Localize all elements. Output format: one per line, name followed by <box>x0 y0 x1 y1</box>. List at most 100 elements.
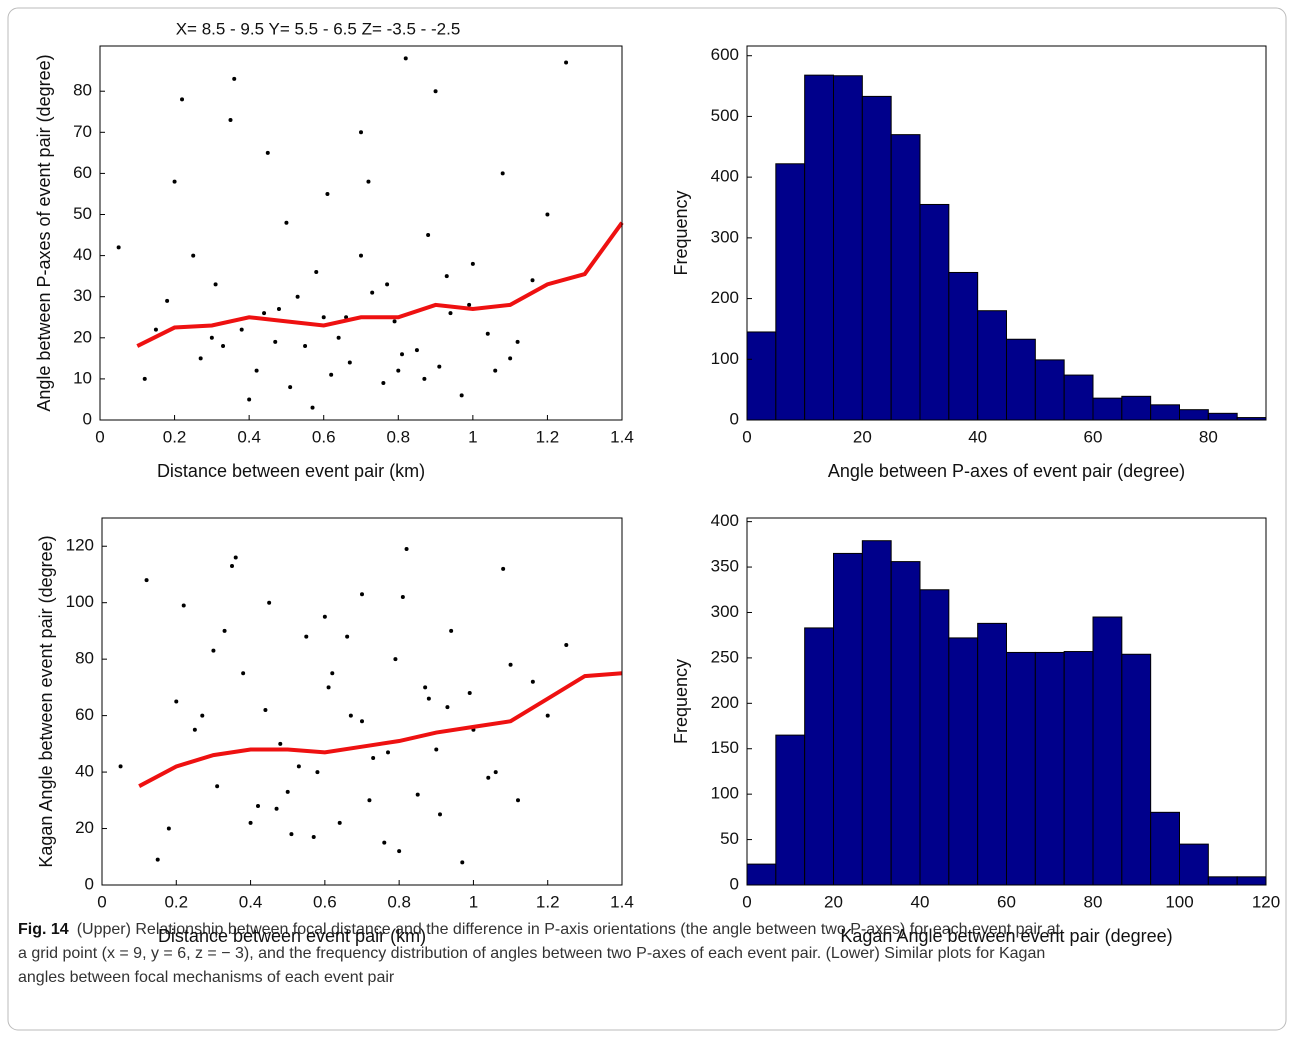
scatter-point <box>274 806 279 811</box>
scatter-point <box>289 832 294 837</box>
scatter-point <box>228 117 233 122</box>
scatter-point <box>460 860 465 865</box>
x-tick-label: 1.4 <box>610 427 634 446</box>
scatter-point <box>314 270 319 275</box>
scatter-point <box>247 397 252 402</box>
y-tick-label: 60 <box>73 163 92 182</box>
x-axis-label: Angle between P-axes of event pair (degr… <box>828 461 1185 481</box>
scatter-point <box>400 595 405 600</box>
x-tick-label: 120 <box>1252 892 1280 911</box>
y-tick-label: 40 <box>73 245 92 264</box>
histogram-bar <box>890 134 921 421</box>
caption-line: Fig. 14 (Upper) Relationship between foca… <box>18 921 1061 938</box>
scatter-point <box>448 311 453 316</box>
scatter-point <box>530 679 535 684</box>
x-axis-label: Distance between event pair (km) <box>157 461 425 481</box>
scatter-point <box>230 563 234 568</box>
histogram-bar <box>1006 651 1036 886</box>
scatter-point <box>382 840 387 845</box>
histogram-bar <box>977 310 1008 421</box>
scatter-point <box>359 130 363 135</box>
histogram-bar <box>1150 811 1181 886</box>
y-tick-label: 100 <box>711 349 739 368</box>
scatter-point <box>530 278 535 283</box>
x-tick-label: 80 <box>1084 892 1103 911</box>
histogram-bar <box>1179 409 1209 421</box>
histogram-bar <box>1121 653 1152 886</box>
scatter-point <box>386 750 390 755</box>
scatter-point <box>437 364 442 369</box>
scatter-point <box>166 826 171 831</box>
y-tick-label: 250 <box>711 647 739 666</box>
y-tick-label: 80 <box>73 81 92 100</box>
y-tick-label: 400 <box>711 511 739 530</box>
histogram-bar <box>977 622 1007 886</box>
scatter-point <box>360 592 364 597</box>
scatter-point <box>325 191 330 196</box>
y-tick-label: 600 <box>711 45 739 64</box>
y-tick-label: 300 <box>711 602 739 621</box>
x-tick-label: 1 <box>468 427 477 446</box>
scatter-point <box>449 628 454 633</box>
histogram-bar <box>948 271 979 421</box>
scatter-point <box>181 603 186 608</box>
scatter-point <box>265 150 270 155</box>
axes-frame <box>101 517 623 886</box>
scatter-point <box>315 770 320 775</box>
scatter-point <box>400 352 405 357</box>
caption-text: (Upper) Relationship between focal dista… <box>77 921 1061 938</box>
histogram-bar <box>746 863 777 886</box>
y-tick-label: 400 <box>711 167 739 186</box>
scatter-point <box>285 789 290 794</box>
x-tick-label: 0 <box>742 427 751 446</box>
histogram-bar <box>1006 338 1036 421</box>
scatter-point <box>322 614 327 619</box>
histogram-bar <box>919 203 950 421</box>
scatter-point <box>434 747 439 752</box>
y-tick-label: 20 <box>73 327 92 346</box>
histogram-bar <box>1207 876 1238 886</box>
scatter-point <box>508 356 513 361</box>
scatter-point <box>344 315 349 320</box>
scatter-point <box>397 849 402 854</box>
scatter-point <box>438 812 442 817</box>
scatter-point <box>211 648 216 653</box>
scatter-point <box>200 713 205 718</box>
scatter-point <box>278 741 283 746</box>
y-tick-label: 0 <box>730 874 739 893</box>
y-tick-label: 10 <box>73 368 92 387</box>
scatter-point <box>337 820 342 825</box>
y-tick-label: 120 <box>66 536 94 555</box>
scatter-point <box>545 212 550 217</box>
scatter-point <box>493 770 498 775</box>
scatter-point <box>295 294 300 299</box>
scatter-point <box>276 307 281 312</box>
scatter-point <box>288 385 293 390</box>
caption-label: Fig. 14 <box>18 921 69 938</box>
scatter-point <box>296 764 301 769</box>
scatter-point <box>222 628 227 633</box>
scatter-point <box>385 282 390 287</box>
histogram-bar <box>1092 397 1123 421</box>
scatter-point <box>256 803 260 808</box>
y-tick-label: 0 <box>730 409 739 428</box>
scatter-point <box>414 348 419 353</box>
histogram-bar <box>1092 616 1123 886</box>
histogram-bar <box>1063 651 1094 886</box>
scatter-point <box>348 713 353 718</box>
scatter-point <box>423 685 428 690</box>
histogram-bar <box>1150 404 1180 421</box>
x-tick-label: 0.6 <box>313 892 337 911</box>
x-axis-label: Distance between event pair (km) <box>158 926 426 946</box>
scatter-point <box>426 233 431 238</box>
scatter-point <box>336 335 341 340</box>
histogram-bar <box>919 589 950 886</box>
scatter-point <box>254 368 259 373</box>
y-tick-label: 50 <box>720 829 739 848</box>
x-tick-label: 60 <box>997 892 1016 911</box>
scatter-point <box>174 699 179 704</box>
scatter-point <box>564 60 569 65</box>
scatter-point <box>486 775 491 780</box>
y-tick-label: 30 <box>73 286 92 305</box>
scatter-point <box>396 368 401 373</box>
